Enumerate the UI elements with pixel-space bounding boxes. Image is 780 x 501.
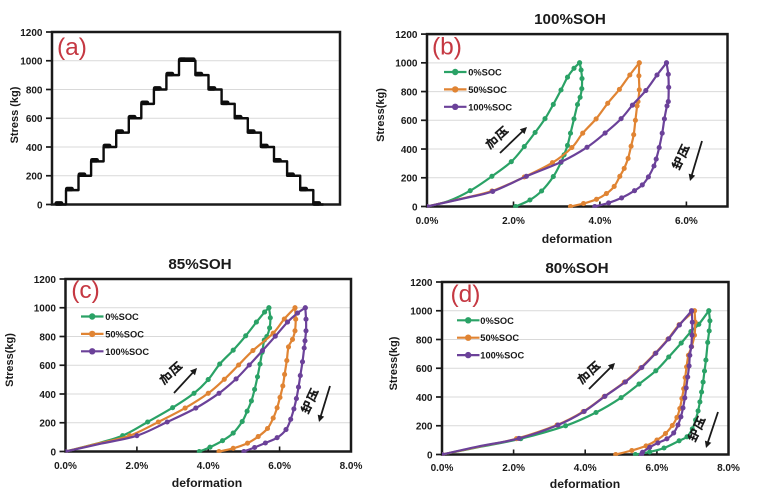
- svg-text:800: 800: [416, 335, 433, 346]
- svg-text:100%SOH: 100%SOH: [534, 11, 606, 28]
- svg-text:1000: 1000: [20, 57, 43, 68]
- svg-text:400: 400: [416, 393, 433, 404]
- svg-text:600: 600: [39, 361, 56, 372]
- svg-text:deformation: deformation: [542, 232, 612, 246]
- svg-text:0%SOC: 0%SOC: [105, 312, 139, 322]
- svg-text:2.0%: 2.0%: [502, 463, 525, 474]
- svg-text:0: 0: [50, 447, 56, 458]
- svg-text:50%SOC: 50%SOC: [105, 329, 144, 339]
- svg-text:80%SOH: 80%SOH: [545, 260, 608, 277]
- svg-text:deformation: deformation: [172, 476, 242, 490]
- svg-text:200: 200: [26, 172, 43, 183]
- svg-text:(b): (b): [432, 34, 462, 61]
- svg-text:4.0%: 4.0%: [574, 463, 597, 474]
- svg-text:0: 0: [412, 202, 418, 213]
- svg-text:1000: 1000: [410, 307, 433, 318]
- svg-text:0.0%: 0.0%: [416, 216, 439, 227]
- svg-text:400: 400: [26, 143, 43, 154]
- svg-text:Stress(kg): Stress(kg): [375, 88, 387, 142]
- svg-text:1200: 1200: [395, 30, 418, 41]
- svg-text:100%SOC: 100%SOC: [105, 347, 149, 357]
- svg-text:0%SOC: 0%SOC: [480, 316, 514, 326]
- svg-text:200: 200: [401, 174, 418, 185]
- svg-text:100%SOC: 100%SOC: [468, 102, 512, 112]
- svg-text:2.0%: 2.0%: [502, 216, 525, 227]
- svg-text:Stress (kg): Stress (kg): [9, 86, 21, 143]
- svg-text:50%SOC: 50%SOC: [468, 85, 507, 95]
- svg-text:0%SOC: 0%SOC: [468, 68, 502, 78]
- svg-text:0.0%: 0.0%: [54, 461, 77, 472]
- svg-text:(d): (d): [451, 281, 481, 308]
- svg-text:8.0%: 8.0%: [340, 461, 363, 472]
- svg-text:200: 200: [416, 422, 433, 433]
- svg-text:100%SOC: 100%SOC: [480, 351, 524, 361]
- svg-text:800: 800: [401, 87, 418, 98]
- svg-text:600: 600: [26, 114, 43, 125]
- svg-text:1200: 1200: [34, 275, 57, 286]
- svg-text:600: 600: [401, 116, 418, 127]
- svg-text:1000: 1000: [34, 304, 57, 315]
- svg-text:6.0%: 6.0%: [675, 216, 698, 227]
- svg-text:(c): (c): [71, 277, 100, 304]
- svg-text:4.0%: 4.0%: [197, 461, 220, 472]
- svg-text:8.0%: 8.0%: [717, 463, 740, 474]
- svg-text:2.0%: 2.0%: [126, 461, 149, 472]
- svg-text:6.0%: 6.0%: [646, 463, 669, 474]
- svg-text:0: 0: [37, 200, 43, 211]
- svg-text:Stress(kg): Stress(kg): [388, 336, 400, 390]
- svg-text:0: 0: [427, 450, 433, 461]
- svg-text:600: 600: [416, 364, 433, 375]
- svg-text:4.0%: 4.0%: [589, 216, 612, 227]
- svg-text:400: 400: [401, 145, 418, 156]
- svg-text:1000: 1000: [395, 59, 418, 70]
- svg-text:1200: 1200: [20, 28, 43, 39]
- svg-text:(a): (a): [57, 34, 87, 61]
- svg-text:400: 400: [39, 390, 56, 401]
- svg-text:50%SOC: 50%SOC: [480, 333, 519, 343]
- svg-text:0.0%: 0.0%: [431, 463, 454, 474]
- svg-text:1200: 1200: [410, 278, 433, 289]
- svg-text:200: 200: [39, 419, 56, 430]
- svg-text:800: 800: [39, 332, 56, 343]
- svg-text:6.0%: 6.0%: [268, 461, 291, 472]
- svg-text:Stress(kg): Stress(kg): [4, 333, 16, 387]
- svg-text:800: 800: [26, 85, 43, 96]
- svg-text:85%SOH: 85%SOH: [168, 256, 231, 273]
- svg-text:deformation: deformation: [550, 477, 620, 491]
